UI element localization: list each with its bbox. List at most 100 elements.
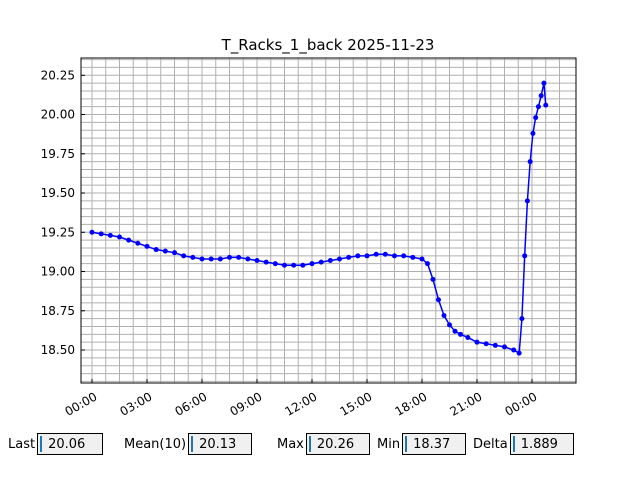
stat-min-field[interactable]: 18.37: [402, 433, 467, 455]
x-axis: 00:00 03:00 06:00 09:00 12:00 15:00 18:00 21:00…: [63, 379, 540, 419]
stat-last-label: Last: [8, 436, 36, 452]
stat-last-field[interactable]: 20.06: [37, 433, 104, 455]
stat-max-field[interactable]: 20.26: [305, 433, 370, 455]
data-point: [153, 247, 159, 253]
x-tick-label: 03:00: [118, 389, 155, 418]
text-cursor: [40, 436, 43, 452]
data-point: [364, 253, 370, 259]
data-point: [254, 258, 260, 264]
data-point: [245, 256, 251, 262]
text-cursor: [405, 436, 408, 452]
grid: [81, 58, 576, 383]
data-point: [162, 248, 168, 254]
data-point: [291, 262, 297, 268]
x-tick-label: 21:00: [448, 389, 485, 418]
data-point: [373, 251, 379, 257]
text-cursor: [512, 436, 515, 452]
data-point: [538, 93, 544, 99]
data-point: [263, 259, 269, 265]
data-point: [465, 334, 471, 340]
stat-max-value: 20.26: [316, 436, 355, 452]
data-point: [527, 159, 533, 165]
y-tick-label: 18.75: [41, 304, 75, 318]
series-points: [89, 80, 549, 356]
data-point: [126, 237, 132, 243]
data-point: [483, 341, 489, 347]
y-tick-label: 20.25: [41, 68, 75, 82]
y-tick-label: 18.50: [41, 343, 75, 357]
text-cursor: [191, 436, 194, 452]
x-tick-label: 12:00: [283, 389, 320, 418]
stat-max: Max 20.26: [277, 431, 370, 457]
stat-mean-value: 20.13: [199, 436, 237, 452]
data-point: [458, 331, 463, 337]
stat-min: Min 18.37: [377, 431, 467, 457]
x-tick-label: 09:00: [228, 389, 265, 418]
data-point: [511, 347, 517, 353]
y-axis: 18.50 18.75 19.00 19.25 19.50 19.75 20.00 20.25: [41, 68, 85, 357]
series-line: [91, 82, 547, 354]
chart-title: T_Racks_1_back 2025-11-23: [221, 36, 435, 55]
data-point: [474, 339, 480, 345]
data-point: [236, 254, 242, 260]
data-point: [519, 316, 525, 322]
data-point: [172, 250, 177, 256]
data-point: [327, 258, 333, 264]
y-tick-label: 19.25: [41, 225, 75, 239]
data-point: [447, 322, 452, 328]
stat-mean: Mean(10) 20.13: [124, 431, 253, 457]
data-point: [272, 261, 278, 267]
data-point: [199, 256, 205, 262]
data-point: [144, 243, 150, 249]
data-point: [117, 234, 122, 240]
stat-last: Last 20.06: [8, 431, 104, 457]
stat-delta-field[interactable]: 1.889: [509, 433, 574, 455]
data-point: [107, 232, 113, 238]
data-point: [208, 256, 214, 262]
data-point: [425, 261, 430, 267]
data-point: [227, 254, 232, 260]
data-point: [181, 253, 187, 259]
data-point: [535, 104, 541, 110]
stat-mean-label: Mean(10): [124, 436, 187, 452]
data-point: [401, 253, 407, 259]
data-point: [419, 256, 425, 262]
data-point: [543, 102, 549, 108]
stat-last-value: 20.06: [48, 436, 86, 452]
data-point: [541, 80, 547, 86]
stat-delta: Delta 1.889: [473, 431, 574, 457]
data-point: [502, 344, 507, 350]
data-point: [337, 256, 342, 262]
chart: T_Racks_1_back 2025-11-23 18.50 18.75 19.0…: [41, 36, 577, 419]
data-point: [530, 130, 536, 136]
x-tick-label: 15:00: [338, 389, 375, 418]
stat-delta-label: Delta: [473, 436, 508, 452]
data-point: [382, 251, 388, 257]
data-point: [392, 253, 397, 259]
stat-min-value: 18.37: [413, 436, 451, 452]
data-point: [430, 276, 436, 282]
stat-delta-value: 1.889: [520, 436, 558, 452]
stat-max-label: Max: [277, 436, 304, 452]
y-tick-label: 19.00: [41, 265, 75, 279]
x-tick-label: 06:00: [173, 389, 210, 418]
data-point: [98, 231, 104, 237]
data-point: [135, 240, 141, 246]
x-tick-label: 18:00: [393, 389, 430, 418]
x-tick-label: 00:00: [503, 389, 540, 418]
y-tick-label: 20.00: [41, 108, 75, 122]
data-point: [89, 229, 95, 235]
data-point: [190, 254, 196, 260]
stat-mean-field[interactable]: 20.13: [188, 433, 253, 455]
data-point: [410, 254, 416, 260]
data-line: [91, 82, 547, 354]
data-point: [452, 328, 458, 334]
x-tick-label: 00:00: [63, 389, 100, 418]
y-tick-label: 19.50: [41, 186, 75, 200]
data-point: [533, 115, 539, 121]
data-point: [217, 256, 223, 262]
data-point: [346, 254, 352, 260]
data-point: [300, 262, 306, 268]
data-point: [436, 297, 441, 303]
data-point: [524, 198, 530, 204]
